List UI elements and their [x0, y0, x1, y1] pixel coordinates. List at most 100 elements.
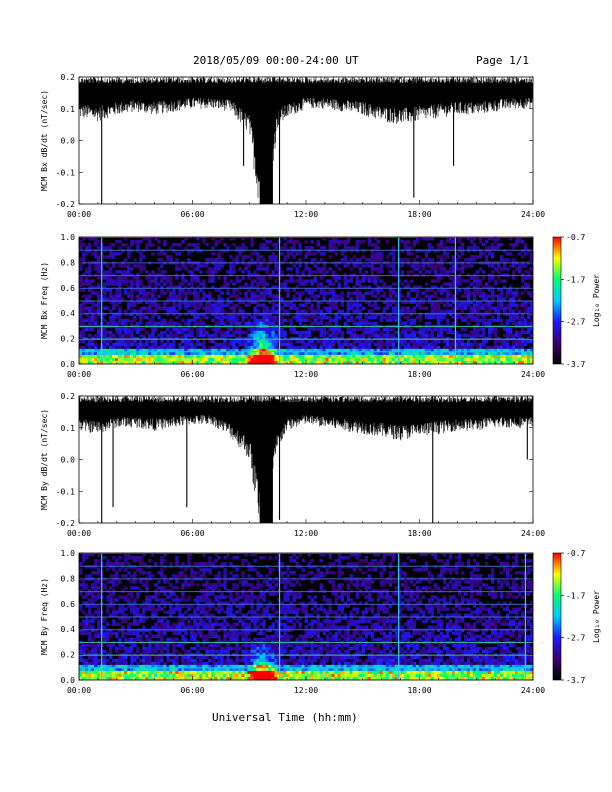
spectrogram-cell — [364, 291, 369, 295]
spectrogram-cell — [121, 613, 125, 617]
spectrogram-cell — [178, 243, 182, 247]
spectrogram-cell — [163, 580, 167, 584]
spectrogram-cell — [295, 240, 299, 244]
spectrogram-cell — [406, 351, 411, 356]
spectrogram-cell — [529, 309, 534, 313]
spectrogram-cell — [163, 652, 167, 657]
spectrogram-cell — [139, 604, 143, 608]
spectrogram-cell — [124, 658, 128, 663]
spectrogram-cell — [163, 601, 167, 605]
spectrogram-cell — [163, 351, 167, 356]
spectrogram-cell — [274, 360, 278, 365]
spectrogram-cell — [469, 348, 474, 353]
spectrogram-cell — [103, 586, 107, 590]
spectrogram-cell — [82, 351, 86, 356]
spectrogram-cell — [301, 339, 305, 344]
spectrogram-cell — [121, 667, 125, 672]
spectrogram-cell — [244, 315, 248, 320]
spectrogram-cell — [301, 342, 305, 347]
spectrogram-cell — [193, 354, 197, 359]
spectrogram-cell — [244, 348, 248, 353]
spectrogram-cell — [349, 300, 354, 304]
spectrogram-cell — [505, 267, 510, 271]
spectrogram-cell — [166, 673, 170, 678]
spectrogram-cell — [445, 282, 450, 286]
spectrogram-cell — [79, 285, 83, 289]
spectrogram-cell — [205, 294, 209, 298]
spectrogram-cell — [505, 351, 510, 356]
spectrogram-cell — [94, 354, 98, 359]
spectrogram-cell — [238, 330, 242, 335]
spectrogram-cell — [433, 327, 438, 332]
spectrogram-cell — [481, 321, 486, 326]
spectrogram-cell — [160, 634, 164, 639]
spectrogram-cell — [274, 267, 278, 271]
spectrogram-cell — [184, 345, 188, 350]
spectrogram-cell — [145, 309, 149, 313]
spectrogram-cell — [136, 240, 140, 244]
spectrogram-cell — [490, 288, 495, 292]
spectrogram-cell — [460, 342, 465, 347]
spectrogram-cell — [226, 282, 230, 286]
spectrogram-cell — [508, 285, 513, 289]
spectrogram-cell — [118, 610, 122, 614]
spectrogram-cell — [367, 243, 372, 247]
spectrogram-cell — [475, 315, 480, 320]
spectrogram-cell — [373, 330, 378, 335]
spectrogram-cell — [367, 351, 372, 356]
spectrogram-cell — [256, 333, 260, 338]
spectrogram-cell — [304, 330, 308, 335]
spectrogram-cell — [151, 553, 155, 557]
spectrogram-cell — [298, 258, 302, 262]
spectrogram-cell — [448, 342, 453, 347]
spectrogram-cell — [427, 333, 432, 338]
spectrogram-cell — [307, 333, 311, 338]
spectrogram-cell — [478, 351, 483, 356]
spectrogram-cell — [154, 658, 158, 663]
spectrogram-cell — [427, 360, 432, 365]
spectrogram-cell — [115, 270, 119, 274]
spectrogram-cell — [88, 285, 92, 289]
spectrogram-cell — [331, 351, 335, 356]
spectrogram-cell — [91, 285, 95, 289]
spectrogram-cell — [508, 315, 513, 320]
spectrogram-cell — [499, 273, 504, 277]
spectrogram-cell — [286, 345, 290, 350]
spectrogram-cell — [415, 303, 420, 307]
spectrogram-cell — [388, 252, 393, 256]
spectrogram-cell — [226, 249, 230, 253]
spectrogram-cell — [409, 339, 414, 344]
spectrogram-cell — [304, 348, 308, 353]
spectrogram-cell — [166, 348, 170, 353]
spectrogram-cell — [133, 628, 137, 633]
spectrogram-cell — [88, 309, 92, 313]
spectrogram-cell — [154, 339, 158, 344]
spectrogram-cell — [262, 336, 266, 341]
spectrogram-cell — [487, 348, 492, 353]
spectrogram-cell — [376, 240, 381, 244]
spectrogram-cell — [304, 315, 308, 320]
spectrogram-cell — [340, 297, 344, 301]
spectrogram-cell — [358, 279, 363, 283]
spectrogram-cell — [424, 330, 429, 335]
spectrogram-cell — [181, 300, 185, 304]
spectrogram-cell — [274, 333, 278, 338]
spectrogram-cell — [253, 297, 257, 301]
spectrogram-cell — [262, 330, 266, 335]
spectrogram-cell — [490, 273, 495, 277]
spectrogram-cell — [379, 351, 384, 356]
spectrogram-cell — [88, 604, 92, 608]
spectrogram-cell — [232, 270, 236, 274]
spectrogram-cell — [352, 300, 357, 304]
spectrogram-cell — [244, 354, 248, 359]
spectrogram-cell — [328, 348, 332, 353]
spectrogram-cell — [184, 360, 188, 365]
spectrogram-cell — [169, 604, 173, 608]
spectrogram-cell — [436, 255, 441, 259]
spectrogram-cell — [91, 339, 95, 344]
spectrogram-cell — [124, 351, 128, 356]
spectrogram-cell — [187, 270, 191, 274]
spectrogram-cell — [217, 315, 221, 320]
spectrogram-cell — [265, 270, 269, 274]
spectrogram-cell — [184, 354, 188, 359]
